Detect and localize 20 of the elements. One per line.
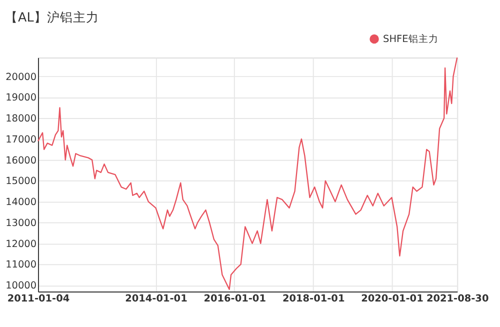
- y-tick-label: 14000: [6, 197, 37, 208]
- x-tick-label: 2018-01-01: [282, 294, 345, 305]
- y-tick-label: 11000: [6, 260, 37, 271]
- chart-title: 【AL】沪铝主力: [5, 9, 99, 24]
- y-tick-label: 19000: [6, 92, 37, 104]
- x-tick-label: 2014-01-01: [125, 294, 188, 305]
- x-tick-label: 2016-01-01: [204, 294, 266, 305]
- y-tick-label: 10000: [6, 280, 37, 292]
- y-tick-label: 18000: [6, 114, 37, 125]
- y-tick-label: 13000: [6, 218, 37, 229]
- line-series: [37, 56, 458, 290]
- x-tick-label: 2020-01-01: [361, 294, 424, 305]
- y-tick-label: 20000: [6, 72, 37, 83]
- legend-label: SHFE铝主力: [383, 32, 438, 45]
- y-tick-label: 15000: [6, 176, 37, 188]
- y-tick-label: 17000: [6, 134, 37, 146]
- x-tick-label: 2011-01-04: [7, 294, 70, 305]
- y-tick-label: 16000: [6, 155, 37, 166]
- y-tick-label: 12000: [6, 238, 37, 250]
- x-tick-label: 2021-08-30: [426, 294, 489, 305]
